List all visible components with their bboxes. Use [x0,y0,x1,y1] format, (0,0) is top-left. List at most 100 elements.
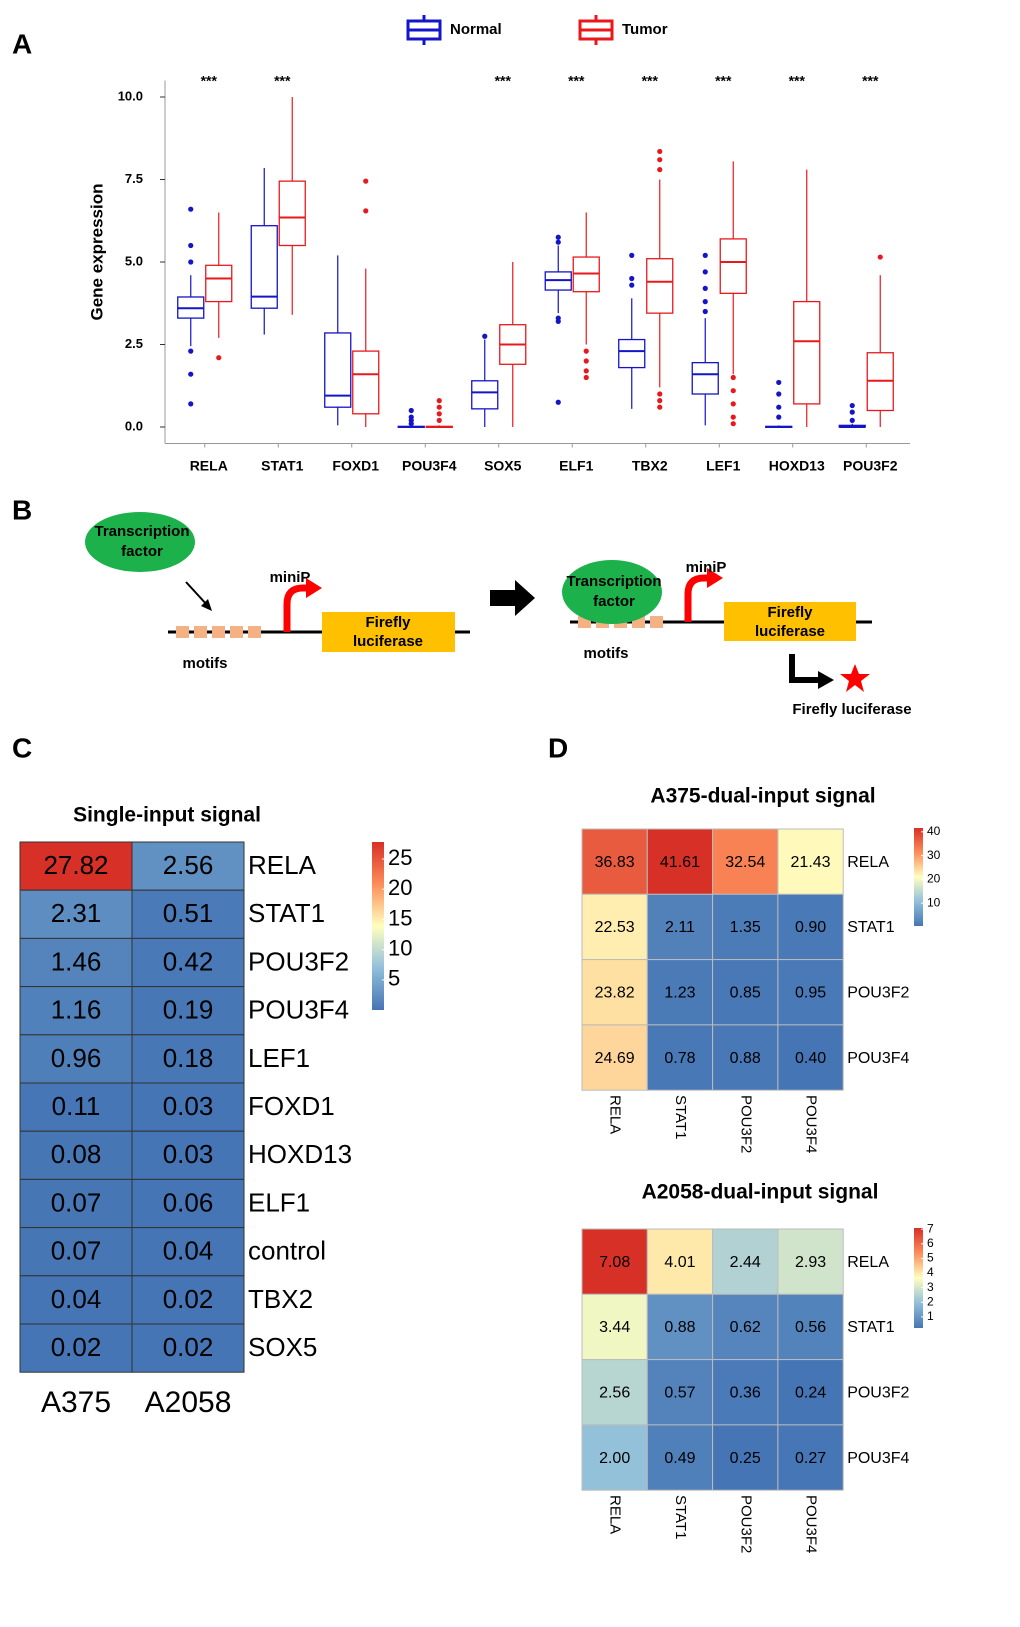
heatmap-title: A375-dual-input signal [650,785,875,808]
cell-label: 0.18 [163,1043,214,1073]
cell-label: 0.88 [664,1319,695,1336]
cell-label: 2.11 [665,919,695,936]
cell-label: 0.25 [730,1450,761,1467]
cell-label: 22.53 [595,919,635,936]
box [793,300,821,405]
outlier [776,414,782,420]
column-label: POU3F2 [737,1495,754,1553]
reporter-label: Firefly [365,614,411,631]
reporter-label: Firefly [767,604,813,621]
colorbar-tick-label: 40 [927,824,941,838]
column-label: RELA [607,1095,624,1134]
outlier [188,259,194,265]
cell-label: 0.78 [664,1050,695,1067]
outlier [555,318,561,324]
heatmap-cell [19,1323,133,1373]
row-label: POU3F2 [248,946,349,976]
row-label: POU3F4 [847,1450,909,1467]
cell-label: 3.44 [599,1319,630,1336]
row-label: FOXD1 [248,1091,335,1121]
y-axis-label: Gene expression [87,183,106,320]
significance-label: *** [789,73,806,89]
heatmap-cell [646,1424,714,1491]
y-tick-label: 5.0 [125,253,143,268]
reporter-label: luciferase [755,623,825,640]
heatmap-cell [777,1424,844,1491]
cell-label: 23.82 [595,984,635,1001]
cell-label: 0.24 [795,1384,826,1401]
colorbar-tick-label: 20 [388,875,412,900]
outlier [702,308,708,315]
column-label: POU3F2 [737,1095,754,1153]
heatmap-cell [712,1024,779,1091]
heatmap-cell [712,1293,779,1361]
promoter-arrow [684,574,709,622]
significance-label: *** [495,73,512,89]
outlier [657,157,663,163]
outlier [555,234,561,240]
cell-label: 0.02 [51,1332,102,1362]
factor-label: Transcription [94,523,189,540]
cell-label: 0.02 [163,1332,214,1362]
outlier [188,348,194,354]
cell-label: 0.57 [664,1384,695,1401]
cell-label: 21.43 [791,854,831,871]
cell-label: 1.23 [664,984,695,1001]
colorbar-tick-label: 3 [927,1280,934,1294]
cell-label: 2.00 [599,1450,630,1467]
x-tick-label: FOXD1 [332,458,379,474]
outlier [657,167,663,173]
reporter-box [322,612,455,652]
outlier [363,208,369,214]
x-tick-label: TBX2 [632,458,668,474]
heatmap-cell [19,1227,133,1277]
heatmap-cell [131,986,245,1036]
cell-label: 0.95 [795,984,826,1001]
y-tick-label: 0.0 [125,418,143,433]
heatmap-cell [581,1024,648,1091]
heatmap-cell [777,893,844,961]
significance-label: *** [862,73,879,89]
cell-label: 2.56 [163,850,214,880]
x-tick-label: SOX5 [484,458,522,474]
box [250,225,278,309]
heatmap-cell [131,1227,245,1277]
x-tick-label: POU3F4 [402,458,457,474]
heatmap-cell [777,1024,844,1091]
cell-label: 36.83 [595,854,635,871]
outlier [436,417,442,423]
row-label: POU3F2 [847,984,909,1001]
product-label: Firefly luciferase [792,701,911,718]
significance-label: *** [201,73,218,89]
outlier [188,242,194,249]
outlier [730,388,736,394]
outlier [877,254,883,260]
outlier [702,285,708,291]
colorbar-tick-label: 15 [388,905,412,930]
outlier [555,239,561,245]
cell-label: 0.42 [163,946,214,976]
x-tick-label: LEF1 [706,458,740,474]
outlier [363,178,369,184]
colorbar-tick-label: 25 [388,845,412,870]
output-arrow [789,654,820,683]
promoter-arrow [283,584,308,632]
row-label: HOXD13 [248,1139,352,1169]
heatmap-cell [646,959,714,1026]
cell-label: 0.51 [163,898,214,928]
heatmap-title: A2058-dual-input signal [642,1181,879,1204]
significance-label: *** [274,73,291,89]
box [719,238,747,294]
heatmap-cell [131,841,245,891]
cell-label: 0.03 [163,1139,214,1169]
arrow [185,581,209,607]
promoter-arrow-head [306,578,322,598]
promoter-label: miniP [270,569,311,586]
legend-label: Normal [450,21,502,38]
colorbar-tick-label: 7 [927,1221,934,1235]
heatmap-cell [19,986,133,1036]
colorbar-tick-label: 5 [388,966,400,991]
box [471,380,499,410]
outlier [436,404,442,410]
cell-label: 41.61 [660,854,700,871]
